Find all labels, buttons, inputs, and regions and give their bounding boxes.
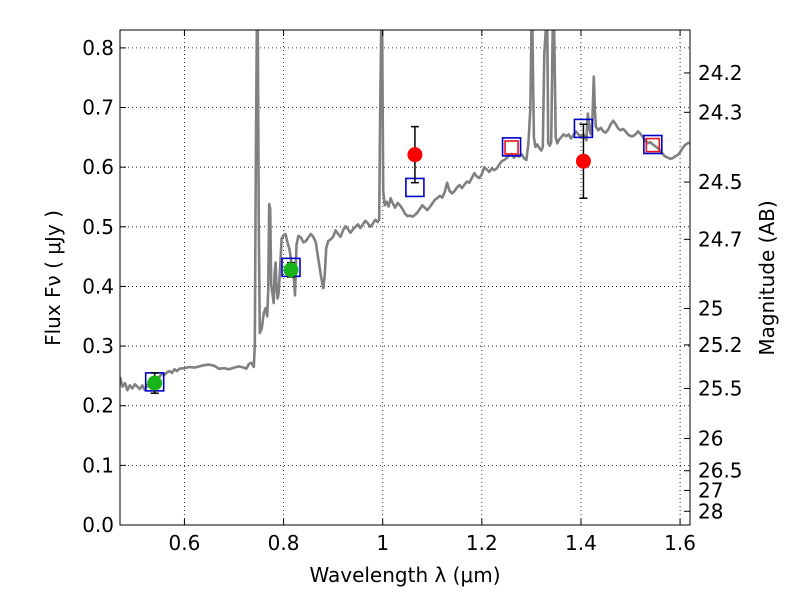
model-square-marker — [645, 137, 661, 153]
x-tick-label: 0.6 — [169, 531, 201, 555]
model-square-marker — [643, 134, 663, 155]
magnitude-tick-label: 26 — [698, 427, 723, 451]
x-tick-label: 0.8 — [268, 531, 300, 555]
x-tick-label: 1.6 — [664, 531, 696, 555]
y-axis-title: Flux Fν ( μJy ) — [41, 210, 65, 346]
y-tick-label: 0.6 — [82, 155, 114, 179]
model-square-marker — [501, 137, 522, 157]
magnitude-tick-label: 25 — [698, 297, 723, 321]
y-tick-label: 0.1 — [82, 453, 114, 477]
observed-point — [575, 153, 591, 169]
observed-point — [147, 375, 163, 391]
y-tick-label: 0.5 — [82, 215, 114, 239]
x-axis-title: Wavelength λ (μm) — [309, 563, 500, 587]
magnitude-tick-label: 27 — [698, 478, 723, 502]
magnitude-tick-label: 24.5 — [698, 170, 743, 194]
x-tick-label: 1 — [376, 531, 389, 555]
observed-point — [283, 262, 299, 278]
observed-point — [407, 147, 423, 163]
y-tick-label: 0.0 — [82, 513, 114, 537]
y-tick-label: 0.7 — [82, 96, 114, 120]
axis-ticks: 0.6 0.8 1 1.2 1.4 1.6 0.0 0.1 0.2 0.3 0.4 0.5 0.6 0.7… — [82, 30, 743, 555]
magnitude-tick-label: 25.2 — [698, 333, 743, 357]
y-tick-label: 0.3 — [82, 334, 114, 358]
model-square-marker — [504, 140, 519, 155]
x-tick-label: 1.2 — [466, 531, 498, 555]
magnitude-tick-label: 24.3 — [698, 100, 743, 124]
magnitude-tick-label: 24.2 — [698, 61, 743, 85]
magnitude-tick-label: 24.7 — [698, 227, 743, 251]
x-tick-label: 1.4 — [565, 531, 597, 555]
y-tick-label: 0.2 — [82, 394, 114, 418]
magnitude-tick-label: 26.5 — [698, 459, 743, 483]
magnitude-tick-label: 28 — [698, 499, 723, 523]
plot-area — [120, 30, 690, 394]
right-axis-title: Magnitude (AB) — [755, 200, 779, 355]
y-tick-label: 0.4 — [82, 274, 114, 298]
plot-frame — [119, 29, 691, 526]
y-tick-label: 0.8 — [82, 36, 114, 60]
magnitude-tick-label: 25.5 — [698, 376, 743, 400]
